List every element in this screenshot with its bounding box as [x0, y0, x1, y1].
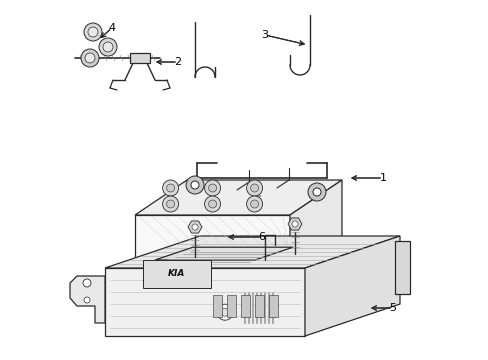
Circle shape — [85, 53, 95, 63]
Circle shape — [166, 184, 174, 192]
Circle shape — [88, 27, 98, 37]
Text: 5: 5 — [389, 303, 396, 313]
Circle shape — [246, 180, 262, 196]
Circle shape — [84, 297, 90, 303]
Polygon shape — [130, 53, 150, 63]
Circle shape — [81, 49, 99, 67]
Polygon shape — [135, 180, 341, 215]
Circle shape — [163, 196, 178, 212]
Polygon shape — [155, 247, 292, 260]
Circle shape — [208, 184, 216, 192]
Polygon shape — [135, 215, 289, 330]
Circle shape — [103, 42, 113, 52]
Text: 2: 2 — [174, 57, 181, 67]
Circle shape — [204, 180, 220, 196]
Polygon shape — [187, 221, 202, 233]
Circle shape — [99, 38, 117, 56]
Polygon shape — [105, 236, 399, 268]
Text: KIA: KIA — [168, 270, 185, 279]
Circle shape — [291, 221, 297, 227]
Circle shape — [221, 308, 228, 316]
FancyBboxPatch shape — [226, 295, 236, 317]
Circle shape — [84, 23, 102, 41]
FancyBboxPatch shape — [213, 295, 222, 317]
Circle shape — [250, 184, 258, 192]
Polygon shape — [305, 236, 399, 336]
Polygon shape — [394, 241, 409, 294]
Circle shape — [83, 279, 91, 287]
Circle shape — [166, 200, 174, 208]
Circle shape — [163, 180, 178, 196]
FancyBboxPatch shape — [268, 295, 278, 317]
Circle shape — [217, 304, 232, 320]
FancyBboxPatch shape — [142, 260, 210, 288]
Text: 6: 6 — [258, 232, 265, 242]
Polygon shape — [70, 276, 105, 323]
Circle shape — [250, 200, 258, 208]
FancyBboxPatch shape — [254, 295, 264, 317]
Text: 4: 4 — [108, 23, 115, 33]
Circle shape — [246, 196, 262, 212]
Text: 1: 1 — [379, 173, 386, 183]
Circle shape — [204, 196, 220, 212]
Text: 3: 3 — [261, 30, 268, 40]
Circle shape — [307, 183, 325, 201]
Circle shape — [191, 181, 199, 189]
Polygon shape — [105, 268, 305, 336]
Circle shape — [185, 176, 203, 194]
Circle shape — [192, 224, 198, 230]
FancyBboxPatch shape — [241, 295, 249, 317]
Polygon shape — [289, 180, 341, 330]
Circle shape — [312, 188, 320, 196]
Circle shape — [208, 200, 216, 208]
Polygon shape — [287, 218, 302, 230]
